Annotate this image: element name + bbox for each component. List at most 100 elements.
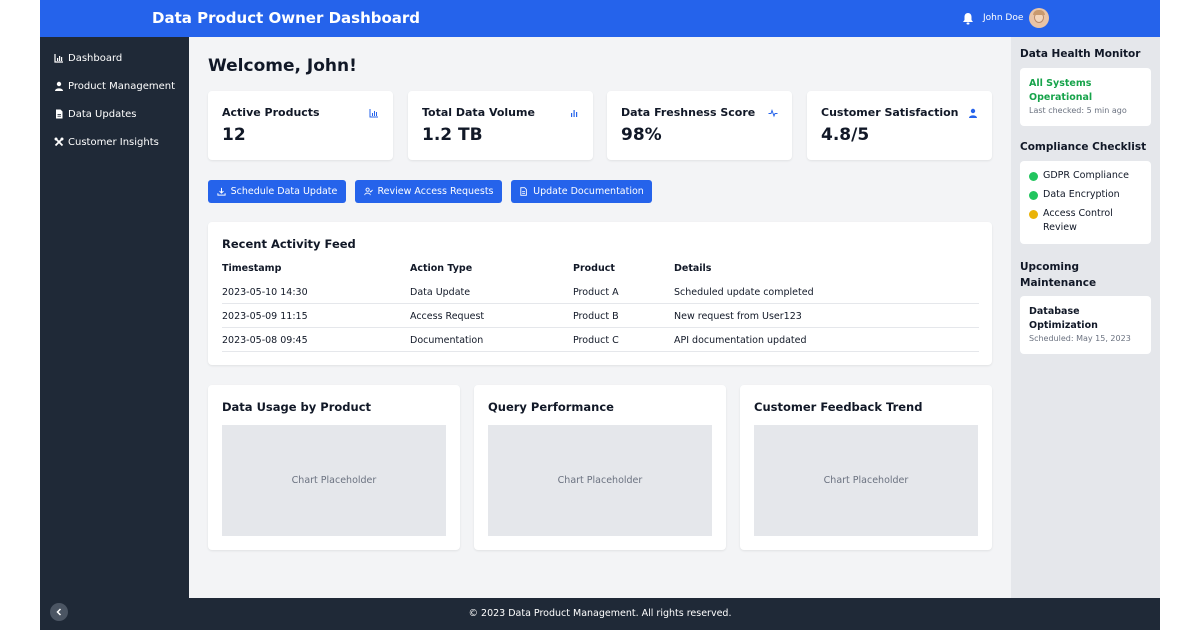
app-window: Data Product Owner Dashboard John Doe Da… <box>40 0 1160 630</box>
app-title: Data Product Owner Dashboard <box>152 9 421 27</box>
chart-title: Customer Feedback Trend <box>754 400 923 414</box>
sidebar-item-label: Dashboard <box>68 52 123 64</box>
bar-chart-icon <box>369 109 378 118</box>
page-title: Welcome, John! <box>208 56 357 76</box>
sidebar-item-label: Product Management <box>68 80 176 92</box>
chart-card-data-usage: Data Usage by Product Chart Placeholder <box>208 385 460 550</box>
maintenance-scheduled: Scheduled: May 15, 2023 <box>1029 334 1131 343</box>
stat-value: 98% <box>621 125 662 145</box>
avatar[interactable] <box>1029 8 1049 28</box>
maintenance-item-title: Database Optimization <box>1029 306 1098 331</box>
cell-product: Product A <box>573 287 619 298</box>
chart-icon <box>54 54 63 63</box>
cell-timestamp: 2023-05-10 14:30 <box>222 287 308 298</box>
cell-action-type: Documentation <box>410 335 484 346</box>
section-title: Recent Activity Feed <box>222 237 356 251</box>
chart-title: Query Performance <box>488 400 614 414</box>
sidebar-item-label: Data Updates <box>68 108 137 120</box>
stat-card-data-freshness: Data Freshness Score 98% <box>607 91 792 160</box>
sidebar-item-customer-insights[interactable]: Customer Insights <box>54 134 159 150</box>
update-documentation-button[interactable]: Update Documentation <box>511 180 652 203</box>
user-icon <box>969 108 977 118</box>
table-row: 2023-05-08 09:45 Documentation Product C… <box>222 328 979 352</box>
sidebar-item-dashboard[interactable]: Dashboard <box>54 50 122 66</box>
recent-activity-feed: Recent Activity Feed Timestamp Action Ty… <box>208 222 992 365</box>
chart-card-query-performance: Query Performance Chart Placeholder <box>474 385 726 550</box>
stat-card-total-data-volume: Total Data Volume 1.2 TB <box>408 91 593 160</box>
cell-product: Product B <box>573 311 619 322</box>
download-icon <box>216 187 226 196</box>
right-panel: Data Health Monitor All Systems Operatio… <box>1011 37 1160 598</box>
compliance-title: Compliance Checklist <box>1020 141 1147 153</box>
cell-details: Scheduled update completed <box>674 287 814 298</box>
compliance-label: Data Encryption <box>1043 189 1120 200</box>
stat-card-active-products: Active Products 12 <box>208 91 393 160</box>
status-dot <box>1029 210 1038 219</box>
chart-card-customer-feedback: Customer Feedback Trend Chart Placeholde… <box>740 385 992 550</box>
tools-icon <box>54 137 64 147</box>
compliance-label: Access Control Review <box>1043 208 1113 233</box>
compliance-item: Data Encryption <box>1029 188 1120 202</box>
cell-timestamp: 2023-05-08 09:45 <box>222 335 308 346</box>
chart-placeholder: Chart Placeholder <box>222 425 446 536</box>
compliance-label: GDPR Compliance <box>1043 170 1129 181</box>
stat-value: 4.8/5 <box>821 125 870 145</box>
schedule-data-update-button[interactable]: Schedule Data Update <box>208 180 346 203</box>
status-dot <box>1029 191 1038 200</box>
stat-value: 1.2 TB <box>422 125 483 145</box>
collapse-sidebar-button[interactable] <box>50 603 68 621</box>
user-icon <box>55 81 63 91</box>
cell-timestamp: 2023-05-09 11:15 <box>222 311 308 322</box>
cell-details: New request from User123 <box>674 311 802 322</box>
copyright-text: © 2023 Data Product Management. All righ… <box>468 608 732 619</box>
compliance-item: Access Control Review <box>1029 207 1139 235</box>
pulse-icon <box>768 108 778 118</box>
document-icon <box>520 187 527 196</box>
compliance-item: GDPR Compliance <box>1029 169 1129 183</box>
user-name[interactable]: John Doe <box>983 13 1024 23</box>
data-health-title: Data Health Monitor <box>1020 48 1141 60</box>
sidebar: Dashboard Product Management Data Update… <box>40 37 189 598</box>
stat-label: Total Data Volume <box>422 106 535 119</box>
last-checked: Last checked: 5 min ago <box>1029 106 1127 115</box>
cell-product: Product C <box>573 335 619 346</box>
cell-details: API documentation updated <box>674 335 807 346</box>
table-row: 2023-05-10 14:30 Data Update Product A S… <box>222 280 979 304</box>
sidebar-item-label: Customer Insights <box>68 136 159 148</box>
cell-action-type: Data Update <box>410 287 471 298</box>
main-content: Welcome, John! Active Products 12 Total … <box>189 37 1011 598</box>
cell-action-type: Access Request <box>410 311 485 322</box>
chart-placeholder: Chart Placeholder <box>488 425 712 536</box>
bell-icon[interactable] <box>962 12 974 25</box>
button-label: Schedule Data Update <box>230 186 338 197</box>
column-header-details: Details <box>674 263 712 274</box>
stat-value: 12 <box>222 125 246 145</box>
avatar-hair <box>1033 10 1045 15</box>
column-header-product: Product <box>573 263 615 274</box>
health-status: All Systems Operational <box>1029 78 1093 103</box>
maintenance-card: Database Optimization Scheduled: May 15,… <box>1020 296 1151 354</box>
column-header-timestamp: Timestamp <box>222 263 282 274</box>
maintenance-title: Upcoming Maintenance <box>1020 261 1097 289</box>
stat-label: Active Products <box>222 106 320 119</box>
sidebar-item-data-updates[interactable]: Data Updates <box>54 106 136 122</box>
status-dot <box>1029 172 1038 181</box>
top-header: Data Product Owner Dashboard John Doe <box>40 0 1160 37</box>
file-icon <box>56 109 63 119</box>
small-bar-chart-icon <box>571 110 578 117</box>
stat-label: Customer Satisfaction <box>821 106 959 119</box>
data-health-card: All Systems Operational Last checked: 5 … <box>1020 68 1151 126</box>
sidebar-item-product-management[interactable]: Product Management <box>54 78 175 94</box>
footer: © 2023 Data Product Management. All righ… <box>40 598 1160 630</box>
review-access-requests-button[interactable]: Review Access Requests <box>355 180 502 203</box>
column-header-action-type: Action Type <box>410 263 473 274</box>
stat-label: Data Freshness Score <box>621 106 756 119</box>
button-label: Update Documentation <box>533 186 644 197</box>
chart-placeholder: Chart Placeholder <box>754 425 978 536</box>
table-row: 2023-05-09 11:15 Access Request Product … <box>222 304 979 328</box>
compliance-card: GDPR Compliance Data Encryption Access C… <box>1020 161 1151 244</box>
button-label: Review Access Requests <box>377 186 494 197</box>
stat-card-customer-satisfaction: Customer Satisfaction 4.8/5 <box>807 91 992 160</box>
chart-title: Data Usage by Product <box>222 400 372 414</box>
chevron-left-icon <box>56 608 62 616</box>
